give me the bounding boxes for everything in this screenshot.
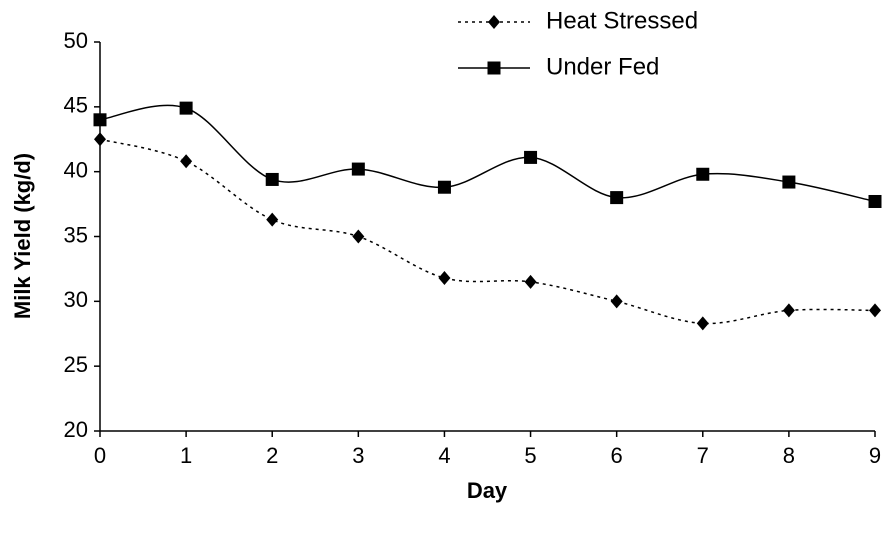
point (93, 113, 107, 127)
series-line (99, 104, 876, 203)
x-tick-label: 2 (266, 443, 278, 468)
series-line (99, 138, 876, 325)
point (524, 274, 537, 289)
legend-label: Heat Stressed (546, 7, 698, 34)
point (610, 191, 624, 205)
y-axis-title: Milk Yield (kg/d) (10, 153, 35, 319)
y-tick-label: 40 (64, 157, 88, 182)
point (265, 172, 279, 186)
y-tick-label: 50 (64, 28, 88, 53)
y-tick-label: 45 (64, 93, 88, 118)
point (94, 132, 106, 147)
y-tick-label: 25 (64, 352, 88, 377)
x-axis-title: Day (467, 478, 508, 503)
y-tick-label: 35 (64, 222, 88, 247)
point (180, 154, 193, 169)
legend-label: Under Fed (546, 53, 659, 80)
x-tick-label: 6 (611, 443, 623, 468)
x-tick-label: 8 (783, 443, 795, 468)
legend-marker (488, 15, 500, 29)
point (524, 150, 538, 164)
x-tick-label: 9 (869, 443, 881, 468)
x-tick-label: 1 (180, 443, 192, 468)
x-tick-label: 4 (438, 443, 450, 468)
point (610, 294, 623, 309)
x-tick-label: 0 (94, 443, 106, 468)
point (696, 167, 710, 181)
x-tick-label: 3 (352, 443, 364, 468)
point (869, 303, 881, 318)
y-tick-label: 20 (64, 417, 88, 442)
point (351, 162, 365, 176)
y-tick-label: 30 (64, 287, 88, 312)
point (868, 194, 882, 208)
point (266, 212, 279, 227)
point (438, 270, 451, 285)
point (782, 303, 795, 318)
x-tick-label: 7 (697, 443, 709, 468)
point (696, 316, 709, 331)
point (352, 229, 365, 244)
legend-marker (487, 61, 501, 75)
point (437, 180, 451, 194)
x-tick-label: 5 (524, 443, 536, 468)
point (179, 101, 193, 115)
point (782, 175, 796, 189)
